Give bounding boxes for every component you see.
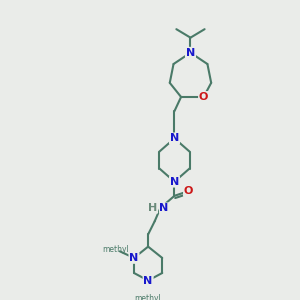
Text: N: N: [186, 48, 195, 58]
Text: N: N: [143, 275, 153, 286]
Text: methyl: methyl: [135, 294, 161, 300]
Text: N: N: [129, 253, 139, 263]
Text: H: H: [148, 203, 158, 213]
Text: O: O: [184, 186, 193, 196]
Text: N: N: [170, 134, 179, 143]
Text: N: N: [160, 203, 169, 213]
Text: N: N: [170, 177, 179, 187]
Text: methyl: methyl: [103, 245, 130, 254]
Text: O: O: [199, 92, 208, 102]
